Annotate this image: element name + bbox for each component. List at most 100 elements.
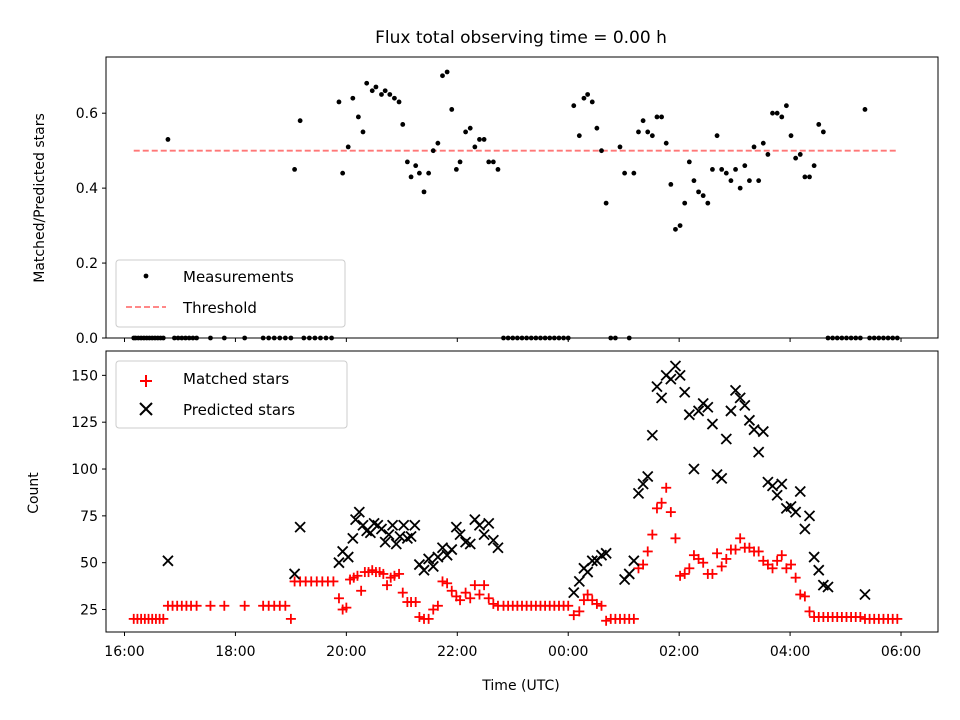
predicted-star-point [813, 564, 825, 576]
y-tick-label: 75 [80, 509, 98, 525]
measurement-point [710, 167, 715, 172]
predicted-star-point [478, 528, 490, 541]
x-tick-label: 04:00 [770, 644, 810, 660]
measurement-point [779, 114, 785, 120]
measurement-point [350, 95, 356, 101]
measurement-point [589, 99, 595, 105]
matched-star-point [786, 559, 797, 570]
matched-star-point [469, 580, 480, 591]
measurement-point [373, 84, 379, 90]
measurement-point [862, 107, 868, 112]
legend-marker-matched [140, 375, 152, 387]
measurement-point [649, 133, 655, 139]
measurement-point [435, 140, 441, 146]
predicted-star-point [294, 521, 306, 533]
matched-star-point [437, 576, 448, 587]
predicted-star-point [487, 534, 499, 546]
predicted-star-point [748, 424, 760, 436]
measurement-point [686, 159, 692, 165]
predicted-star-point [789, 506, 802, 518]
measurement-point [599, 148, 604, 154]
predicted-star-point [383, 528, 395, 541]
predicted-star-point [368, 517, 380, 529]
matched-star-point [410, 597, 421, 608]
matched-star-point [698, 557, 709, 568]
predicted-star-point [665, 373, 677, 385]
predicted-star-point [353, 506, 365, 518]
predicted-star-point [422, 553, 435, 565]
predicted-star-point [669, 360, 682, 372]
matched-star-point [638, 559, 649, 570]
measurement-point [760, 140, 766, 146]
x-tick-label: 20:00 [326, 644, 366, 660]
matched-star-point [799, 591, 810, 602]
predicted-star-point [342, 551, 354, 563]
measurement-point [696, 189, 701, 195]
matched-star-point [378, 568, 389, 579]
matched-star-point [442, 578, 453, 589]
matched-star-point [479, 580, 490, 591]
predicted-star-point [288, 568, 301, 580]
measurement-point [723, 170, 729, 176]
predicted-star-point [386, 519, 399, 531]
measurement-point [636, 129, 641, 135]
predicted-star-point [646, 429, 658, 441]
measurement-point [408, 174, 414, 180]
matched-star-point [397, 587, 408, 598]
predicted-star-point [637, 478, 649, 490]
matched-star-point [446, 585, 457, 596]
measurement-point [481, 137, 487, 142]
matched-star-point [341, 602, 352, 613]
top-ylabel: Matched/Predicted stars [32, 113, 48, 283]
x-tick-label: 18:00 [215, 644, 255, 660]
predicted-star-point [642, 470, 654, 483]
y-tick-label: 125 [71, 415, 98, 431]
matched-star-point [753, 546, 764, 557]
matched-star-point [684, 563, 695, 574]
measurement-point [737, 185, 743, 191]
matched-star-point [582, 589, 593, 600]
bottom-ylabel: Count [26, 472, 42, 514]
measurement-point [668, 181, 674, 187]
matched-star-point [574, 606, 585, 617]
measurement-point [677, 223, 683, 229]
predicted-star-point [409, 519, 421, 531]
measurement-point [705, 200, 711, 206]
predicted-star-point [405, 530, 417, 543]
matched-star-point [707, 568, 718, 579]
predicted-star-point [464, 538, 476, 550]
measurement-point [594, 125, 600, 131]
predicted-star-point [349, 513, 362, 526]
measurement-point [663, 140, 669, 146]
matched-star-point [712, 548, 723, 559]
measurement-point [733, 167, 738, 172]
measurement-point [387, 92, 393, 97]
predicted-star-point [492, 542, 504, 554]
matched-star-point [596, 600, 607, 611]
measurement-point [355, 114, 361, 120]
predicted-star-point [706, 418, 719, 430]
measurement-point [413, 163, 419, 169]
matched-star-point [394, 568, 405, 579]
predicted-star-point [632, 487, 645, 500]
bottom-y-ticks: 25 50 75 100 125 150 [71, 368, 106, 619]
matched-star-point [356, 585, 367, 596]
matched-star-point [382, 580, 393, 591]
predicted-star-point [573, 575, 585, 588]
measurement-point [467, 125, 473, 131]
matched-star-point [191, 600, 202, 611]
measurement-point [673, 226, 678, 232]
top-axes-frame [105, 56, 939, 339]
predicted-star-point [757, 425, 769, 438]
measurement-point [444, 69, 450, 75]
matched-star-point [239, 600, 250, 611]
predicted-star-point [398, 519, 410, 531]
matched-star-point [432, 600, 443, 611]
predicted-star-point [702, 401, 714, 413]
matched-star-point [563, 600, 574, 611]
bottom-x-ticks: 16:00 18:00 20:00 22:00 00:00 02:00 04:00 06:00 [104, 632, 921, 660]
measurement-point [700, 193, 706, 199]
measurement-point [793, 155, 799, 161]
measurement-point [622, 170, 628, 176]
